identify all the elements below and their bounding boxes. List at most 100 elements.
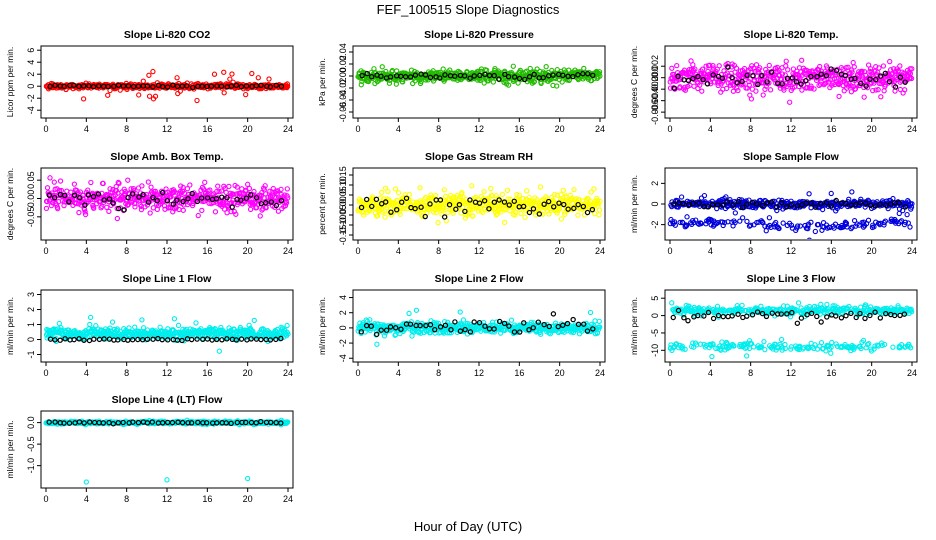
marked-point <box>417 322 423 329</box>
marked-point <box>224 336 230 342</box>
marked-point <box>685 77 692 84</box>
marked-point <box>828 66 834 72</box>
marked-point <box>160 83 166 90</box>
y-tick-label: 0 <box>26 84 36 89</box>
marked-point <box>710 72 716 78</box>
data-point <box>671 219 678 225</box>
data-point <box>105 92 111 98</box>
data-point <box>88 179 94 186</box>
marked-point <box>398 326 404 332</box>
marked-point <box>139 336 146 343</box>
data-point <box>374 341 380 347</box>
x-tick-label: 20 <box>867 124 877 134</box>
marked-point <box>520 203 527 210</box>
data-point <box>379 64 385 70</box>
data-point <box>174 75 180 81</box>
panel-y-axis-label: ml/min per min. <box>629 297 639 355</box>
y-tick-label: -2 <box>650 221 660 229</box>
marked-point <box>238 197 244 203</box>
marked-point <box>753 201 760 207</box>
data-point <box>477 77 483 83</box>
data-point <box>596 212 602 218</box>
marked-point <box>555 323 561 330</box>
y-tick-label: 4 <box>26 60 36 65</box>
marked-point <box>892 84 899 90</box>
data-point <box>766 215 773 221</box>
data-point <box>71 181 78 187</box>
data-point <box>146 93 153 99</box>
marked-point <box>369 203 375 210</box>
marked-point <box>77 194 83 201</box>
marked-point <box>818 71 824 77</box>
y-tick-label: -4 <box>338 354 348 362</box>
x-tick-label: 0 <box>667 368 672 378</box>
y-tick-label: -10 <box>650 344 660 357</box>
marked-point <box>198 195 205 201</box>
marked-point <box>823 199 830 206</box>
data-point <box>594 330 601 336</box>
data-point <box>705 68 711 75</box>
marked-point <box>540 74 546 81</box>
marked-point <box>744 201 750 207</box>
data-point <box>892 68 899 75</box>
marked-point <box>130 83 137 90</box>
data-point <box>358 82 364 88</box>
data-point <box>234 184 240 190</box>
marked-point <box>363 196 370 203</box>
marked-point <box>759 202 766 208</box>
y-tick-label: 0.02 <box>338 55 348 73</box>
data-points <box>667 300 915 360</box>
data-point <box>230 191 236 197</box>
data-point <box>278 186 284 192</box>
marked-point <box>779 81 785 87</box>
data-point <box>719 339 725 345</box>
marked-point <box>91 336 97 342</box>
data-point <box>245 181 251 187</box>
marked-point <box>96 83 102 89</box>
data-point <box>882 218 889 224</box>
y-tick-label: -0.10 <box>338 215 348 236</box>
data-point <box>753 62 760 68</box>
data-point <box>406 191 412 198</box>
data-point <box>400 79 406 85</box>
data-point <box>80 96 87 102</box>
marked-point <box>536 211 543 217</box>
marked-point <box>735 199 742 205</box>
marked-point <box>482 323 488 329</box>
data-point <box>678 194 685 200</box>
panel-4: Slope Amb. Box Temp.degrees C per min.0 4… <box>5 151 294 256</box>
data-points <box>43 68 291 104</box>
data-point <box>690 62 696 68</box>
x-tick-label: 24 <box>283 246 293 256</box>
data-point <box>99 203 105 210</box>
x-tick-label: 8 <box>124 368 129 378</box>
data-point <box>263 205 269 211</box>
data-point <box>470 213 476 219</box>
marked-point <box>199 83 205 89</box>
marked-point <box>90 83 97 90</box>
x-tick-label: 4 <box>84 246 89 256</box>
data-points <box>355 307 603 347</box>
marked-point <box>873 76 879 83</box>
data-point <box>87 321 93 328</box>
marked-point <box>744 72 750 79</box>
y-tick-label: 0 <box>650 313 660 318</box>
data-point <box>216 188 222 195</box>
data-point <box>413 307 420 313</box>
data-point <box>535 208 541 214</box>
data-point <box>505 82 512 88</box>
data-point <box>489 193 496 199</box>
data-point <box>861 94 867 100</box>
data-point <box>563 194 569 201</box>
marked-point <box>403 195 410 201</box>
data-point <box>720 222 726 229</box>
x-tick-label: 20 <box>867 246 877 256</box>
marked-point <box>491 72 497 79</box>
marked-point <box>427 201 433 207</box>
marked-point <box>505 73 512 80</box>
marked-point <box>154 198 160 204</box>
data-point <box>909 201 915 207</box>
marked-point <box>81 337 87 343</box>
